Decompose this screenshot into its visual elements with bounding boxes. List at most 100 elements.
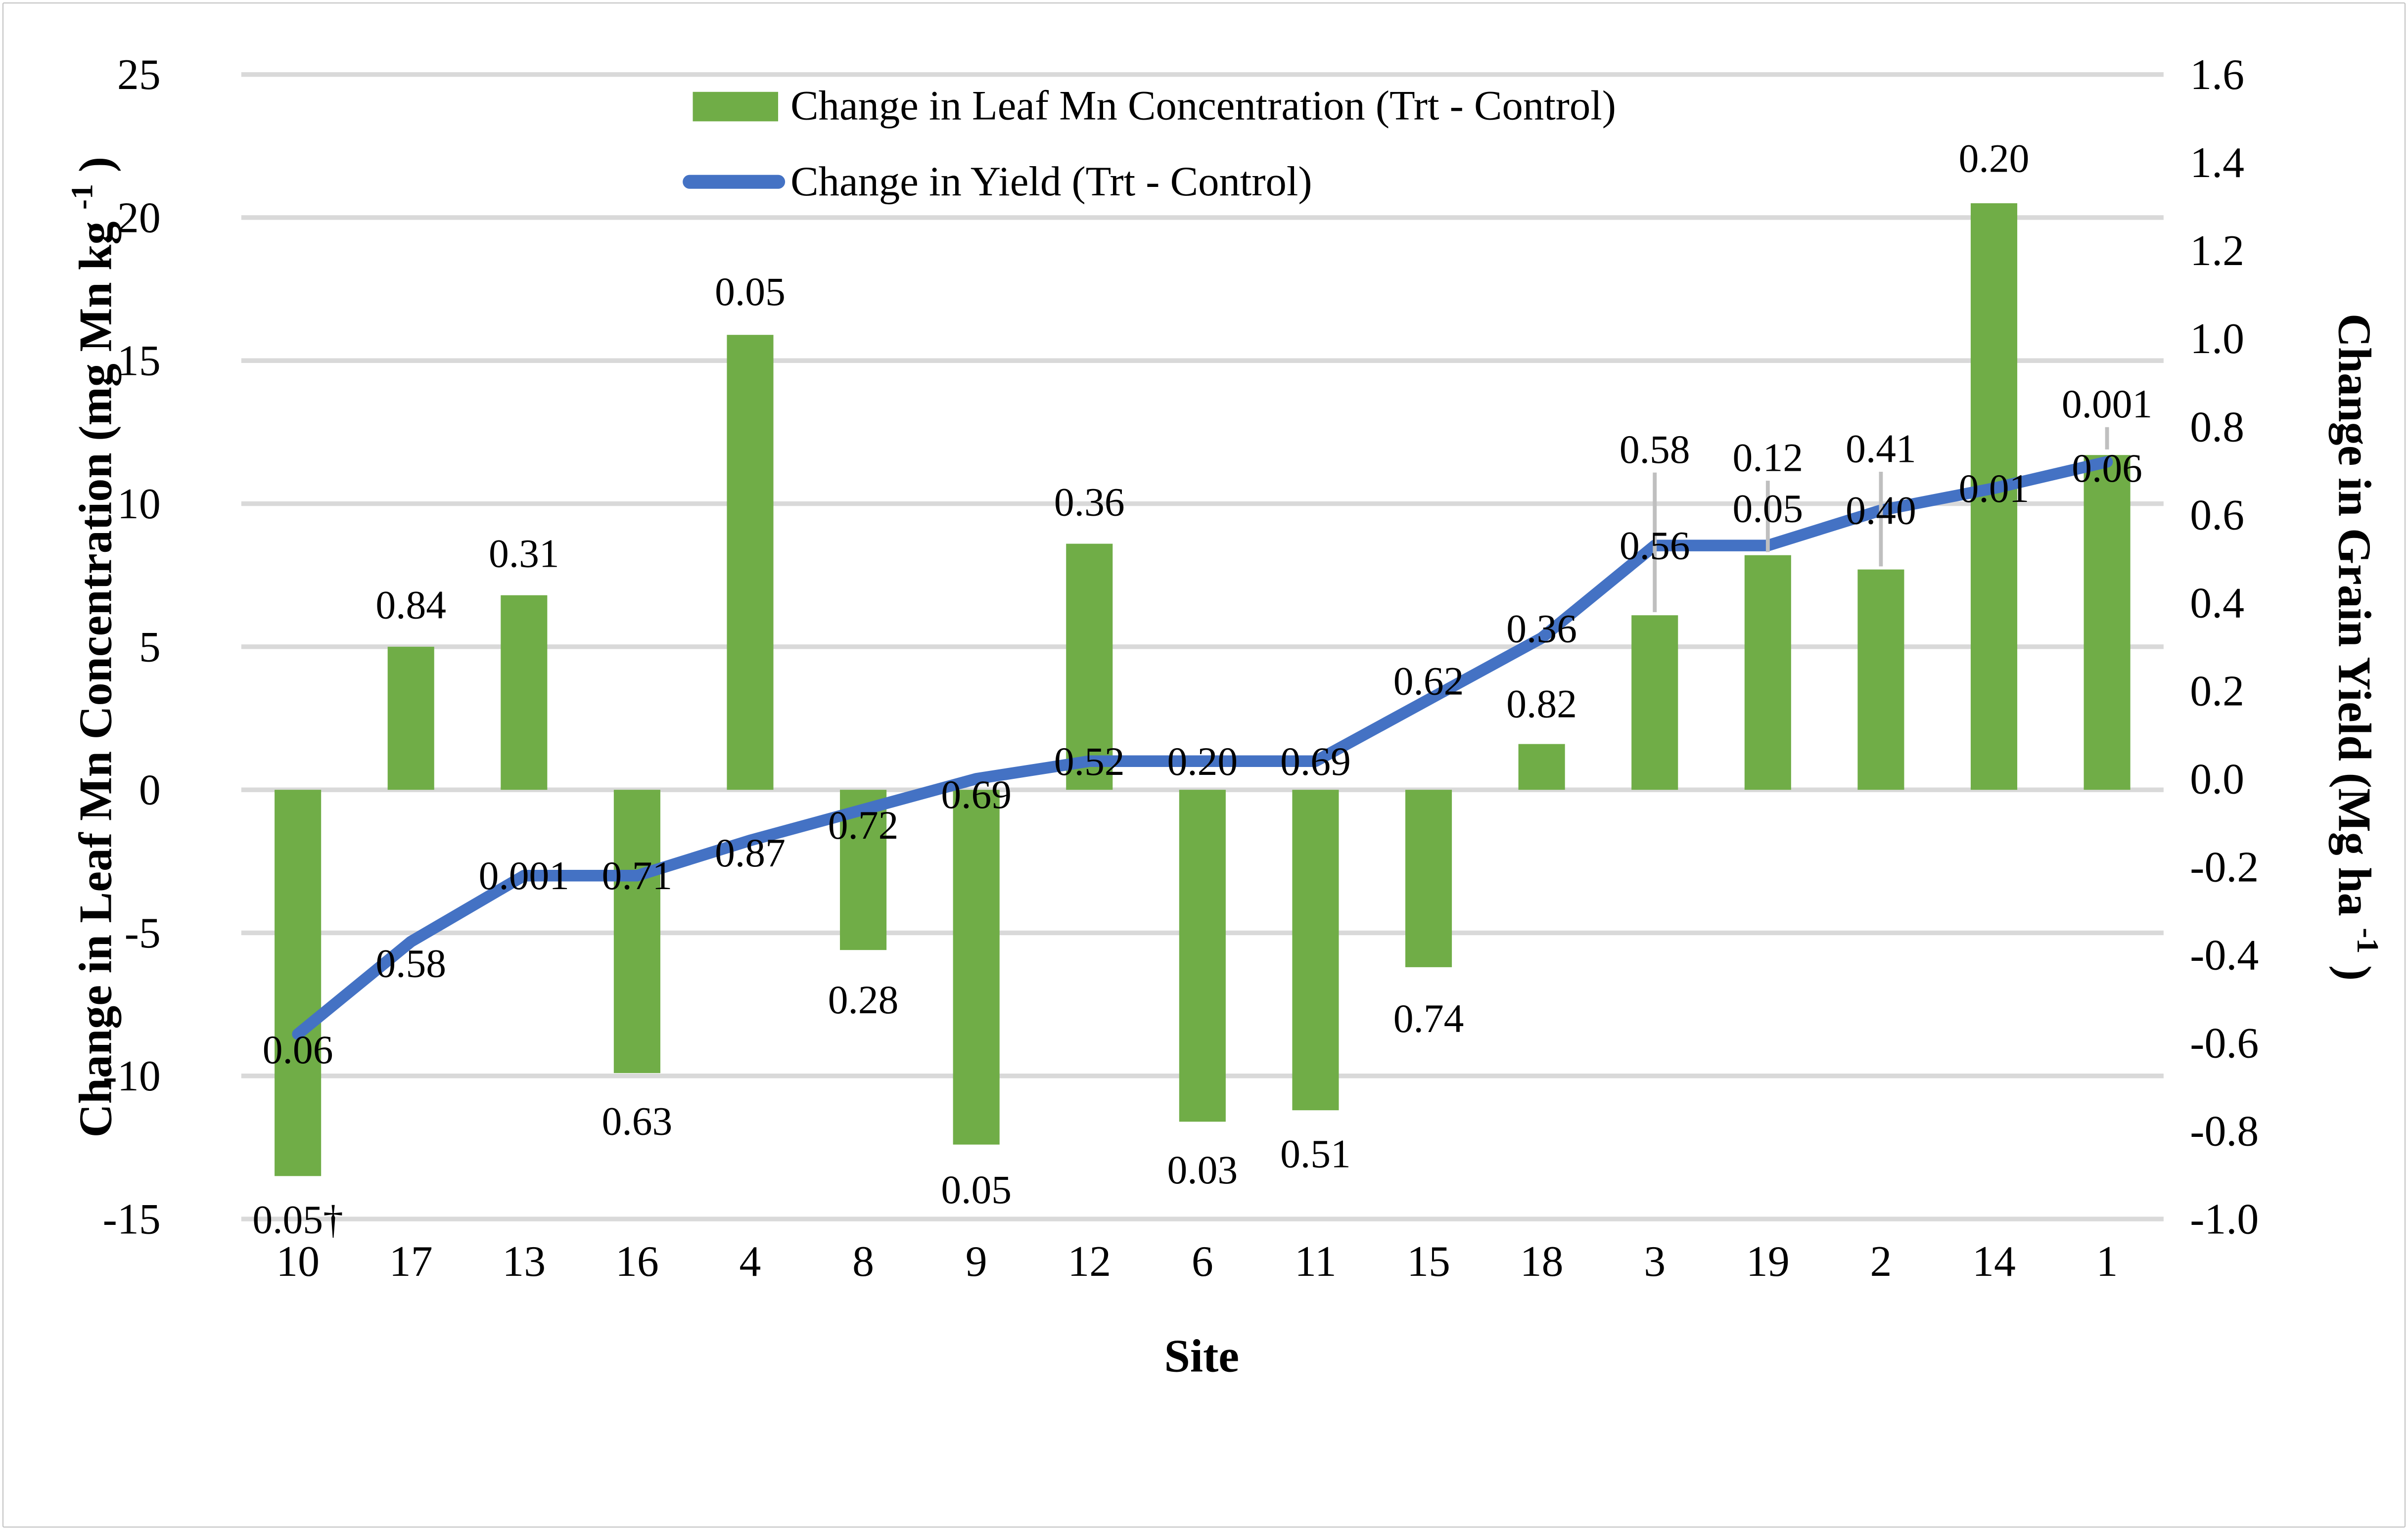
- bar-site-10: [275, 790, 322, 1176]
- bar-site-1: [2084, 455, 2130, 790]
- bar-label-site-8: 0.28: [828, 977, 899, 1022]
- line-label-site-17: 0.58: [375, 941, 446, 986]
- x-axis-label-site-3: 3: [1644, 1237, 1666, 1285]
- x-axis-label-site-19: 19: [1746, 1237, 1790, 1285]
- legend: Change in Leaf Mn Concentration (Trt - C…: [683, 83, 1616, 205]
- plot-area: 0.05†0.840.310.630.050.280.050.360.03 0.5…: [103, 50, 2259, 1285]
- bar-site-9: [953, 790, 1000, 1145]
- x-axis-label-site-11: 11: [1295, 1237, 1337, 1285]
- line-label-site-8: 0.72: [828, 803, 899, 848]
- x-axis-label-site-14: 14: [1972, 1237, 2016, 1285]
- bar-site-3: [1631, 615, 1678, 790]
- x-axis-label-site-8: 8: [852, 1237, 874, 1285]
- right-axis-tick-1.0: 1.0: [2190, 315, 2244, 362]
- bar-site-4: [727, 335, 774, 790]
- x-axis-label-site-13: 13: [502, 1237, 546, 1285]
- bar-label-site-3: 0.58: [1620, 427, 1690, 472]
- left-axis-tick-10: 10: [117, 480, 161, 528]
- x-axis-title: Site: [1164, 1330, 1240, 1382]
- left-axis-tick--10: -10: [103, 1052, 161, 1100]
- right-axis-tick--0.6: -0.6: [2190, 1019, 2259, 1067]
- bar-label-site-10: 0.05†: [252, 1197, 343, 1242]
- right-axis-tick-1.2: 1.2: [2190, 226, 2244, 274]
- bar-site-16: [613, 790, 660, 1073]
- bar-label-site-1: 0.001: [2062, 381, 2152, 426]
- line-label-site-15: 0.62: [1393, 659, 1464, 704]
- x-axis-label-site-4: 4: [740, 1237, 761, 1285]
- line-label-site-18: 0.36: [1506, 606, 1577, 651]
- bar-label-site-6: 0.03: [1167, 1147, 1238, 1192]
- x-axis-label-site-1: 1: [2096, 1237, 2118, 1285]
- bar-label-site-2: 0.41: [1846, 426, 1916, 471]
- right-axis-tick--0.4: -0.4: [2190, 931, 2259, 979]
- left-axis-tick--15: -15: [103, 1195, 161, 1243]
- left-axis-title: Change in Leaf Mn Concentration (mg Mn k…: [51, 157, 122, 1137]
- left-axis-title-superscript: -1: [65, 184, 99, 210]
- bar-label-site-18: 0.82: [1506, 681, 1577, 726]
- bar-label-site-14: 0.20: [1959, 136, 2030, 181]
- bar-site-19: [1744, 555, 1791, 790]
- right-axis-tick-0.0: 0.0: [2190, 755, 2244, 803]
- right-axis-tick-1.4: 1.4: [2190, 138, 2244, 186]
- bar-site-6: [1179, 790, 1226, 1122]
- line-label-site-9: 0.69: [941, 772, 1012, 817]
- bar-label-site-16: 0.63: [602, 1099, 673, 1144]
- right-axis-tick--0.2: -0.2: [2190, 843, 2259, 891]
- left-axis-tick-5: 5: [139, 623, 161, 671]
- bar-label-site-9: 0.05: [941, 1167, 1012, 1212]
- right-axis-title: Change in Grain Yield (Mg ha -1 ): [2328, 314, 2399, 981]
- left-axis-tick-0: 0: [139, 766, 161, 814]
- right-axis-title-main: Change in Grain Yield (Mg ha: [2328, 314, 2380, 916]
- x-axis-label-site-2: 2: [1870, 1237, 1892, 1285]
- line-label-site-11: 0.69: [1280, 739, 1351, 784]
- bar-site-17: [387, 646, 434, 790]
- x-axis-label-site-15: 15: [1407, 1237, 1450, 1285]
- left-axis-title-main: Change in Leaf Mn Concentration (mg Mn k…: [70, 222, 121, 1138]
- line-label-site-16: 0.71: [602, 853, 673, 898]
- right-axis-tick--1.0: -1.0: [2190, 1195, 2259, 1243]
- x-axis-label-site-10: 10: [276, 1237, 320, 1285]
- right-axis-title-close: ): [2328, 965, 2380, 981]
- bar-label-site-17: 0.84: [375, 583, 446, 628]
- bar-label-site-11: 0.51: [1280, 1131, 1351, 1176]
- line-label-site-3: 0.56: [1620, 523, 1690, 568]
- right-axis-tick-0.2: 0.2: [2190, 667, 2244, 715]
- x-axis-label-site-12: 12: [1067, 1237, 1111, 1285]
- bar-site-12: [1066, 543, 1113, 790]
- line-label-site-12: 0.52: [1054, 739, 1125, 784]
- line-label-site-10: 0.06: [263, 1027, 333, 1072]
- line-label-site-14: 0.01: [1959, 466, 2030, 511]
- right-axis-tick-0.6: 0.6: [2190, 491, 2244, 539]
- line-label-site-4: 0.87: [715, 830, 786, 875]
- left-axis-tick--5: -5: [125, 909, 161, 957]
- combo-chart: 0.05†0.840.310.630.050.280.050.360.03 0.5…: [51, 50, 2399, 1382]
- bar-label-site-4: 0.05: [715, 269, 786, 314]
- line-label-site-2: 0.40: [1846, 488, 1916, 533]
- left-axis-tick-15: 15: [117, 337, 161, 385]
- left-axis-tick-25: 25: [117, 50, 161, 98]
- left-axis-title-close: ): [70, 157, 121, 172]
- right-axis-tick-0.8: 0.8: [2190, 403, 2244, 450]
- x-axis-label-site-16: 16: [615, 1237, 659, 1285]
- bar-label-site-12: 0.36: [1054, 479, 1125, 524]
- x-axis-label-site-6: 6: [1192, 1237, 1213, 1285]
- legend-bar-swatch: [693, 91, 779, 122]
- right-axis-tick-0.4: 0.4: [2190, 579, 2244, 627]
- left-axis-tick-20: 20: [117, 193, 161, 241]
- legend-bar-label: Change in Leaf Mn Concentration (Trt - C…: [790, 83, 1616, 129]
- bar-label-site-15: 0.74: [1393, 996, 1464, 1041]
- line-label-site-6: 0.20: [1167, 739, 1238, 784]
- bar-site-11: [1292, 790, 1339, 1111]
- right-axis-tick-1.6: 1.6: [2190, 50, 2244, 98]
- line-label-site-1: 0.06: [2072, 446, 2142, 491]
- bar-site-18: [1518, 744, 1565, 790]
- bar-label-site-19: 0.12: [1732, 435, 1803, 480]
- bar-site-15: [1405, 790, 1452, 967]
- right-axis-tick--0.8: -0.8: [2190, 1107, 2259, 1155]
- x-axis-label-site-17: 17: [389, 1237, 433, 1285]
- x-axis-label-site-9: 9: [966, 1237, 987, 1285]
- right-axis-title-superscript: -1: [2351, 928, 2385, 953]
- line-label-site-19: 0.05: [1732, 486, 1803, 531]
- line-label-site-13: 0.001: [479, 853, 569, 898]
